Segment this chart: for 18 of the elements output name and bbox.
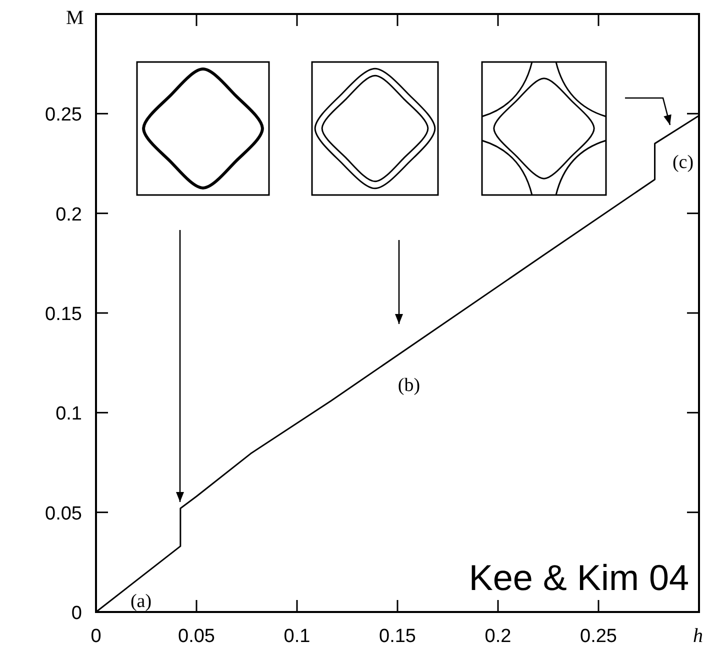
x-tick-label: 0.15 <box>379 626 416 647</box>
annotation: Kee & Kim 04 <box>468 557 689 598</box>
y-axis-title: M <box>66 7 84 29</box>
x-tick-label: 0.1 <box>284 626 310 647</box>
x-tick-label: 0.2 <box>484 626 512 647</box>
y-tick-label: 0.05 <box>45 503 82 524</box>
annotation: (c) <box>672 152 694 173</box>
x-axis-title: h <box>693 625 703 647</box>
annotation: (a) <box>130 591 152 612</box>
x-tick-label: 0.25 <box>580 626 617 647</box>
y-tick-label: 0.2 <box>56 204 82 226</box>
x-tick-label: 0.05 <box>178 626 215 647</box>
annotation: (b) <box>398 375 420 396</box>
y-tick-label: 0.15 <box>45 304 82 325</box>
y-tick-label: 0 <box>71 603 82 624</box>
x-tick-label: 0 <box>90 626 102 647</box>
y-tick-label: 0.25 <box>45 104 82 126</box>
y-tick-label: 0.1 <box>56 404 82 425</box>
